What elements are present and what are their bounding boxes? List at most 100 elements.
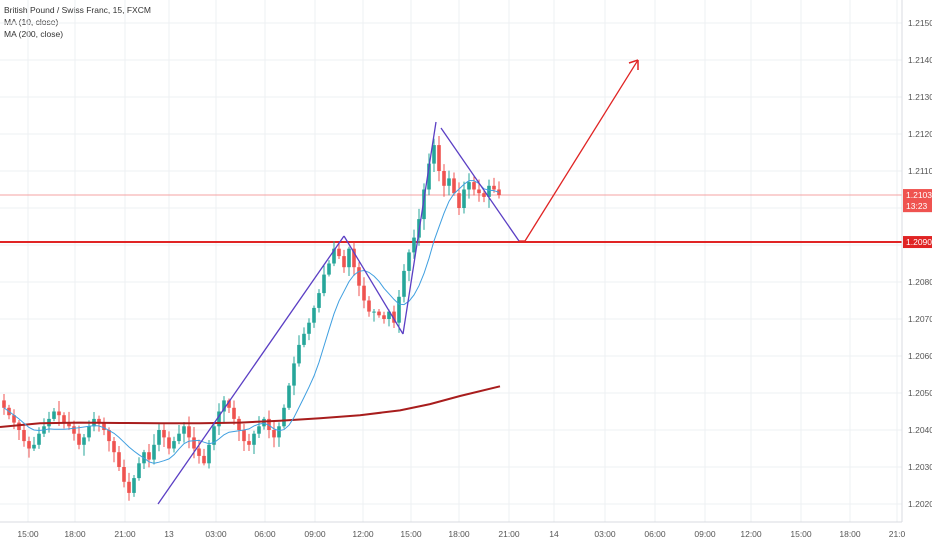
trend-line-pullback xyxy=(343,235,404,335)
candle-body xyxy=(207,444,211,464)
candle-body xyxy=(157,430,161,445)
candle-body xyxy=(302,333,306,345)
candle-body xyxy=(107,430,111,442)
candle-body xyxy=(217,411,221,427)
candle-body xyxy=(462,189,466,208)
candle-body xyxy=(12,415,16,423)
time-tick-label: 21:00 xyxy=(114,529,136,539)
candle-body xyxy=(52,411,56,419)
candle-body xyxy=(307,322,311,334)
price-tick-label: 1.20500 xyxy=(908,388,932,398)
legend-symbol: British Pound / Swiss Franc, 15, FXCM xyxy=(4,5,151,15)
candle-body xyxy=(62,415,66,423)
price-tick-label: 1.20400 xyxy=(908,425,932,435)
price-tick-label: 1.20700 xyxy=(908,314,932,324)
candle-body xyxy=(282,407,286,427)
candle-body xyxy=(277,426,281,438)
candle-body xyxy=(392,311,396,323)
trend-line-wedge xyxy=(440,127,520,242)
candle-body xyxy=(467,182,471,190)
candle-body xyxy=(152,444,156,460)
candle-body xyxy=(327,263,331,275)
price-tick-label: 1.21500 xyxy=(908,18,932,28)
ma200-line xyxy=(0,385,501,428)
candle-body xyxy=(442,171,446,186)
horizontal-levels xyxy=(0,194,902,244)
candle-body xyxy=(172,441,176,449)
time-tick-label: 03:00 xyxy=(594,529,616,539)
price-labels: 1.2103513:23 1.20908 xyxy=(903,189,932,249)
candle-body xyxy=(177,433,181,442)
candle-body xyxy=(87,426,91,438)
ma10-line xyxy=(3,180,500,464)
candle-body xyxy=(162,430,166,438)
candle-body xyxy=(57,411,61,416)
candle-body xyxy=(372,311,376,313)
candle-body xyxy=(347,248,351,268)
price-tick-label: 1.20300 xyxy=(908,462,932,472)
candle-body xyxy=(387,311,391,319)
candle-body xyxy=(362,285,366,301)
candle-body xyxy=(147,452,151,460)
candle-body xyxy=(257,426,261,434)
candle-body xyxy=(127,481,131,493)
candle-body xyxy=(82,437,86,445)
candle-body xyxy=(137,463,141,479)
candle-body xyxy=(352,248,356,268)
price-label-box xyxy=(903,236,932,249)
time-tick-label: 18:00 xyxy=(448,529,470,539)
time-tick-label: 12:00 xyxy=(352,529,374,539)
time-tick-label: 12:00 xyxy=(740,529,762,539)
candle-body xyxy=(272,430,276,438)
candle-body xyxy=(317,293,321,308)
candle-body xyxy=(117,452,121,467)
candle-body xyxy=(252,433,256,445)
time-tick-label: 03:00 xyxy=(205,529,227,539)
candle-body xyxy=(357,267,361,286)
time-tick-label: 15:00 xyxy=(790,529,812,539)
time-tick-label: 13 xyxy=(164,529,174,539)
candle-body xyxy=(377,311,381,316)
chart-legend: British Pound / Swiss Franc, 15, FXCM MA… xyxy=(4,4,151,40)
candle-body xyxy=(412,237,416,253)
time-tick-label: 15:00 xyxy=(17,529,39,539)
price-label-text: 1.21035 xyxy=(906,190,932,200)
candle-body xyxy=(67,422,71,427)
trend-drawings xyxy=(157,59,639,505)
candle-body xyxy=(297,344,301,364)
time-tick-label: 15:00 xyxy=(400,529,422,539)
candle-body xyxy=(397,296,401,323)
candle-body xyxy=(402,270,406,297)
candle-body xyxy=(132,478,136,493)
candle-body xyxy=(292,363,296,386)
trend-line-up xyxy=(157,235,345,505)
time-tick-label: 14 xyxy=(549,529,559,539)
candle-body xyxy=(32,444,36,449)
candle-body xyxy=(472,182,476,190)
candle-body xyxy=(212,426,216,445)
price-label-text: 13:23 xyxy=(906,201,928,211)
projection-arrow-head xyxy=(628,59,639,70)
candle-body xyxy=(222,400,226,412)
price-tick-label: 1.20800 xyxy=(908,277,932,287)
candle-body xyxy=(237,418,241,430)
candle-body xyxy=(167,437,171,449)
candle-body xyxy=(202,455,206,464)
candle-body xyxy=(487,185,491,197)
candle-body xyxy=(37,433,41,445)
candle-body xyxy=(322,274,326,294)
price-label-box xyxy=(903,200,932,213)
candle-body xyxy=(197,448,201,456)
candle-body xyxy=(267,418,271,430)
candle-body xyxy=(367,300,371,312)
time-tick-label: 09:00 xyxy=(694,529,716,539)
candle-body xyxy=(77,433,81,445)
candle-body xyxy=(242,430,246,442)
candle-body xyxy=(332,248,336,264)
legend-ma10: MA (10, close) xyxy=(4,17,59,27)
candle-body xyxy=(22,430,26,442)
candle-body xyxy=(27,441,31,449)
price-tick-label: 1.21200 xyxy=(908,129,932,139)
price-tick-label: 1.20600 xyxy=(908,351,932,361)
